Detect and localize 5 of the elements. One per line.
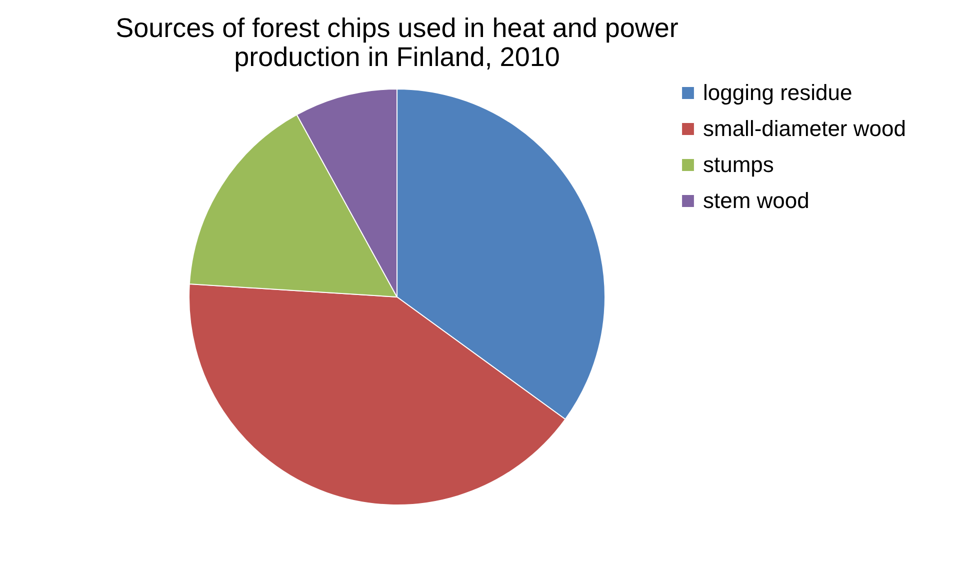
legend-label: stem wood	[703, 188, 810, 213]
legend-label: small-diameter wood	[703, 116, 906, 141]
chart-title: Sources of forest chips used in heat and power production in Finland, 2010	[116, 13, 678, 72]
legend-label: stumps	[703, 152, 774, 177]
legend-label: logging residue	[703, 80, 852, 105]
